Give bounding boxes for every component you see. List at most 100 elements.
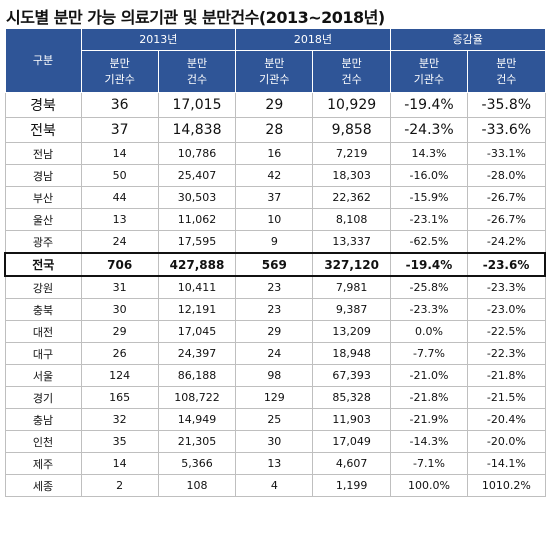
cell: 9,387 [312, 298, 391, 321]
table-row: 울산 13 11,062 10 8,108 -23.1% -26.7% [4, 208, 546, 231]
cell: 10,786 [157, 142, 237, 165]
region-cell: 대전 [4, 320, 82, 343]
cell: -23.6% [467, 252, 547, 277]
cell: 8,108 [312, 208, 391, 231]
region-cell: 경남 [4, 164, 82, 187]
cell: 14,838 [157, 117, 237, 143]
cell: 129 [235, 386, 314, 409]
subheader: 분만 건수 [467, 50, 546, 93]
cell: 24 [80, 230, 159, 254]
region-cell: 서울 [4, 364, 82, 387]
cell: -28.0% [467, 164, 546, 187]
cell: 706 [80, 252, 159, 277]
table-row: 충북 30 12,191 23 9,387 -23.3% -23.0% [4, 298, 546, 321]
cell: 18,948 [312, 342, 391, 365]
cell: -21.0% [389, 364, 469, 387]
cell: 427,888 [157, 252, 237, 277]
region-cell: 전국 [4, 252, 82, 277]
cell: 30,503 [157, 186, 237, 209]
cell: 22,362 [312, 186, 391, 209]
cell: 7,981 [312, 275, 391, 299]
region-cell: 울산 [4, 208, 82, 231]
cell: -26.7% [467, 208, 546, 231]
header-group: 증감율 [389, 28, 546, 51]
subheader: 분만 기관수 [235, 50, 314, 93]
region-cell: 전남 [4, 142, 82, 165]
cell: -33.1% [467, 142, 546, 165]
cell: 2 [80, 474, 159, 497]
cell: -62.5% [389, 230, 469, 254]
cell: 86,188 [157, 364, 237, 387]
cell: -33.6% [467, 117, 546, 143]
subheader: 분만 기관수 [389, 50, 469, 93]
table-row: 전국 706 427,888 569 327,120 -19.4% -23.6% [4, 252, 547, 277]
cell: 37 [235, 186, 314, 209]
table-row: 인천 35 21,305 30 17,049 -14.3% -20.0% [4, 430, 546, 453]
cell: 29 [80, 320, 159, 343]
header-group: 2013년 [80, 28, 237, 51]
cell: 18,303 [312, 164, 391, 187]
cell: 67,393 [312, 364, 391, 387]
region-cell: 충북 [4, 298, 82, 321]
cell: 16 [235, 142, 314, 165]
cell: -26.7% [467, 186, 546, 209]
table-row: 세종 2 108 4 1,199 100.0% 1010.2% [4, 474, 546, 497]
table-row: 서울 124 86,188 98 67,393 -21.0% -21.8% [4, 364, 546, 387]
cell: 10,411 [157, 275, 237, 299]
cell: 13 [80, 208, 159, 231]
cell: 12,191 [157, 298, 237, 321]
table-row: 제주 14 5,366 13 4,607 -7.1% -14.1% [4, 452, 546, 475]
cell: -21.9% [389, 408, 469, 431]
cell: 50 [80, 164, 159, 187]
cell: 4,607 [312, 452, 391, 475]
cell: 13,337 [312, 230, 391, 254]
cell: 14 [80, 142, 159, 165]
table-row: 충남 32 14,949 25 11,903 -21.9% -20.4% [4, 408, 546, 431]
cell: 4 [235, 474, 314, 497]
cell: 24 [235, 342, 314, 365]
table-row: 광주 24 17,595 9 13,337 -62.5% -24.2% [4, 230, 546, 254]
region-cell: 경북 [4, 92, 82, 118]
table-row: 전북 37 14,838 28 9,858 -24.3% -33.6% [4, 117, 546, 143]
cell: 1010.2% [467, 474, 546, 497]
cell: 9 [235, 230, 314, 254]
cell: 29 [235, 320, 314, 343]
cell: -16.0% [389, 164, 469, 187]
cell: 327,120 [312, 252, 391, 277]
cell: 37 [80, 117, 159, 143]
title: 시도별 분만 가능 의료기관 및 분만건수(2013~2018년) [6, 8, 385, 27]
region-cell: 세종 [4, 474, 82, 497]
cell: -7.7% [389, 342, 469, 365]
cell: 23 [235, 275, 314, 299]
region-cell: 대구 [4, 342, 82, 365]
table-row: 경남 50 25,407 42 18,303 -16.0% -28.0% [4, 164, 546, 187]
cell: -25.8% [389, 275, 469, 299]
cell: 31 [80, 275, 159, 299]
cell: -22.5% [467, 320, 546, 343]
cell: 28 [235, 117, 314, 143]
cell: 10 [235, 208, 314, 231]
cell: 108 [157, 474, 237, 497]
region-cell: 인천 [4, 430, 82, 453]
table-row: 강원 31 10,411 23 7,981 -25.8% -23.3% [4, 275, 546, 299]
region-cell: 부산 [4, 186, 82, 209]
cell: 14 [80, 452, 159, 475]
cell: -20.4% [467, 408, 546, 431]
cell: 29 [235, 92, 314, 118]
cell: -24.2% [467, 230, 546, 254]
region-cell: 경기 [4, 386, 82, 409]
cell: 30 [235, 430, 314, 453]
cell: -7.1% [389, 452, 469, 475]
subheader: 분만 기관수 [80, 50, 159, 93]
cell: 14,949 [157, 408, 237, 431]
cell: -14.3% [389, 430, 469, 453]
cell: -21.8% [467, 364, 546, 387]
cell: 21,305 [157, 430, 237, 453]
cell: -21.5% [467, 386, 546, 409]
cell: 165 [80, 386, 159, 409]
cell: 25,407 [157, 164, 237, 187]
cell: 14.3% [389, 142, 469, 165]
cell: 5,366 [157, 452, 237, 475]
cell: -23.3% [467, 275, 546, 299]
